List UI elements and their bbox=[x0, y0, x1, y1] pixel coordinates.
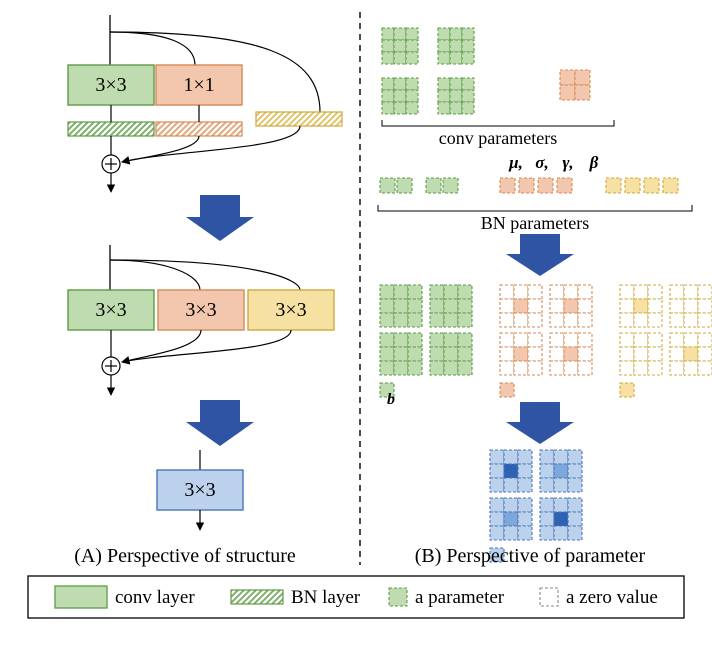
svg-text:a parameter: a parameter bbox=[415, 587, 505, 608]
conv-3x3-green: 3×3 bbox=[68, 65, 154, 105]
conv-1x1-orange: 1×1 bbox=[156, 65, 242, 105]
conv-params-label: conv parameters bbox=[439, 128, 557, 148]
box-label: 3×3 bbox=[184, 479, 215, 501]
svg-text:a zero value: a zero value bbox=[566, 587, 658, 608]
box-label: 1×1 bbox=[183, 74, 214, 96]
svg-text:β: β bbox=[589, 153, 599, 172]
bn-params-label: BN parameters bbox=[481, 213, 589, 233]
left-caption: (A) Perspective of structure bbox=[74, 545, 296, 567]
conv-3x3-blue: 3×3 bbox=[157, 470, 243, 510]
bn-green bbox=[68, 122, 154, 136]
conv-3x3-green: 3×3 bbox=[68, 290, 154, 330]
bias-label: b bbox=[387, 391, 395, 408]
svg-text:γ,: γ, bbox=[562, 153, 573, 172]
box-label: 3×3 bbox=[185, 299, 216, 321]
box-label: 3×3 bbox=[95, 74, 126, 96]
conv-3x3-orange: 3×3 bbox=[158, 290, 244, 330]
figure-root: 3×3 1×1 bbox=[0, 0, 712, 650]
box-label: 3×3 bbox=[275, 299, 306, 321]
svg-text:μ,: μ, bbox=[508, 153, 523, 172]
conv-3x3-yellow: 3×3 bbox=[248, 290, 334, 330]
box-label: 3×3 bbox=[95, 299, 126, 321]
svg-text:conv layer: conv layer bbox=[115, 587, 195, 608]
bn-yellow bbox=[256, 112, 342, 126]
legend: conv layer BN layer a parameter a zero valu… bbox=[28, 576, 684, 618]
right-caption: (B) Perspective of parameter bbox=[415, 545, 646, 567]
svg-text:σ,: σ, bbox=[535, 153, 548, 172]
svg-text:BN layer: BN layer bbox=[291, 587, 361, 608]
bn-orange bbox=[156, 122, 242, 136]
